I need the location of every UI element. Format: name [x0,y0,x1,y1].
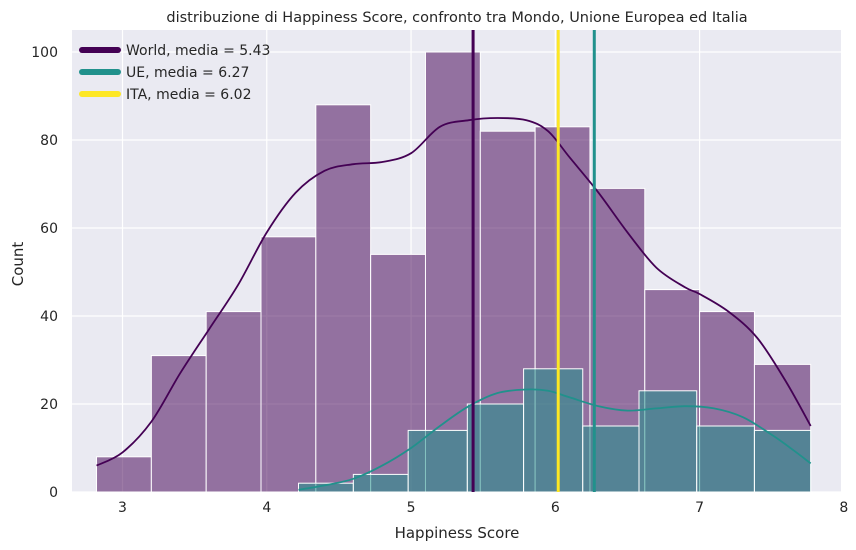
eu-bar [753,429,812,493]
y-axis-label: Count [9,242,27,287]
legend-label: World, media = 5.43 [126,43,270,59]
y-tick-label: 40 [40,309,58,325]
x-tick-label: 3 [118,500,127,516]
eu-bar [523,368,584,493]
y-axis-ticks: 0 20 40 60 80 100 [31,45,58,501]
eu-bar [407,429,468,493]
eu-bar [352,473,409,493]
legend-label: UE, media = 6.27 [126,65,249,81]
x-tick-label: 8 [839,500,848,516]
y-tick-label: 80 [40,133,58,149]
world-bar [205,311,262,493]
mean-lines [471,30,596,492]
x-tick-label: 7 [695,500,704,516]
x-tick-label: 6 [551,500,560,516]
y-tick-label: 60 [40,221,58,237]
world-kde-line [96,117,812,467]
world-bar [260,236,317,493]
chart-title: distribuzione di Happiness Score, confro… [166,10,747,26]
legend-label: ITA, media = 6.02 [126,87,251,103]
y-tick-label: 100 [31,45,58,61]
y-tick-label: 0 [49,485,58,501]
x-axis-ticks: 3 4 5 6 7 8 [118,500,848,516]
x-tick-label: 5 [407,500,416,516]
eu-bar [582,425,640,493]
eu-bar [696,425,755,493]
eu-histogram [298,368,812,493]
x-axis-label: Happiness Score [395,524,520,542]
legend: World, media = 5.43 UE, media = 6.27 ITA, … [79,43,270,103]
eu-bar [466,403,525,493]
x-tick-label: 4 [262,500,271,516]
y-tick-label: 20 [40,397,58,413]
